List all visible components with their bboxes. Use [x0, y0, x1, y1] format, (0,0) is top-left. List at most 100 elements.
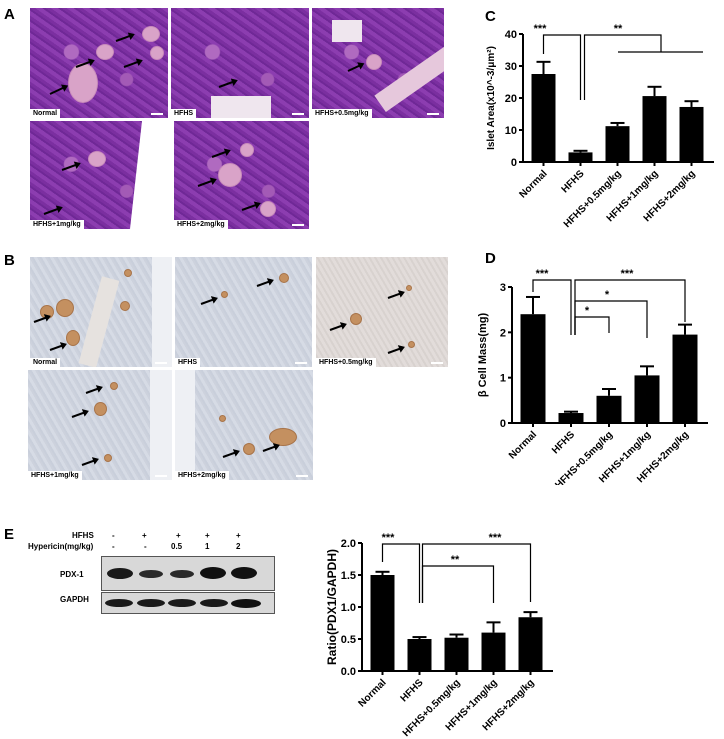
- band: [168, 599, 196, 607]
- band: [107, 568, 133, 579]
- y-axis-label: β Cell Mass(mg): [477, 312, 489, 397]
- bar: [531, 74, 556, 162]
- blot-lane-dose: -: [112, 542, 115, 551]
- islet: [221, 291, 228, 298]
- ihc-tile-0.5: HFHS+0.5mg/kg: [316, 257, 448, 367]
- band: [200, 599, 228, 607]
- y-tick-label: 0.0: [341, 666, 356, 678]
- band-label-pdx1: PDX-1: [60, 570, 84, 579]
- bar: [605, 126, 630, 162]
- bar: [634, 375, 660, 423]
- islet: [406, 285, 412, 291]
- tissue-gap: [130, 121, 168, 229]
- islet: [68, 63, 98, 103]
- tissue-gap: [332, 20, 362, 42]
- y-axis-label: Ratio(PDX1/GAPDH): [325, 549, 339, 665]
- significance-bracket: [421, 543, 532, 603]
- blot-lane-hfhs: +: [142, 531, 147, 540]
- duct: [78, 276, 120, 367]
- tile-label: HFHS+1mg/kg: [28, 471, 82, 480]
- islet: [142, 26, 160, 42]
- y-tick-label: 1: [500, 373, 506, 385]
- islet: [279, 273, 289, 283]
- ihc-tile-normal: Normal: [30, 257, 172, 367]
- blot-gapdh-strip: [101, 592, 275, 614]
- significance-label: **: [614, 23, 623, 35]
- y-tick-label: 3: [500, 282, 506, 294]
- band: [231, 599, 261, 608]
- islet: [124, 269, 132, 277]
- x-tick-label: Normal: [517, 168, 549, 200]
- scale-bar: [292, 224, 304, 226]
- band: [170, 570, 194, 578]
- significance-label: ***: [534, 23, 548, 35]
- he-tile-normal: Normal: [30, 8, 168, 118]
- band: [231, 567, 257, 579]
- arrow-icon: [49, 343, 66, 351]
- scale-bar: [431, 362, 443, 364]
- arrow-icon: [200, 297, 217, 305]
- y-tick-label: 10: [505, 125, 517, 137]
- y-tick-label: 0.5: [341, 634, 356, 646]
- ihc-tile-2: HFHS+2mg/kg: [175, 370, 313, 480]
- significance-label: *: [585, 305, 590, 317]
- bar: [679, 106, 704, 162]
- islet: [366, 54, 382, 70]
- tile-label: HFHS+1mg/kg: [30, 220, 84, 229]
- y-tick-label: 30: [505, 61, 517, 73]
- band: [105, 599, 133, 607]
- arrow-icon: [43, 206, 62, 215]
- band-label-gapdh: GAPDH: [60, 595, 89, 604]
- significance-label: ***: [536, 268, 550, 280]
- tissue-edge: [150, 370, 172, 480]
- arrow-icon: [347, 63, 363, 72]
- y-tick-label: 0: [511, 157, 517, 169]
- band: [137, 599, 165, 607]
- arrow-icon: [197, 178, 216, 187]
- islet: [150, 46, 164, 60]
- tile-label: HFHS: [175, 358, 201, 367]
- bar: [596, 395, 622, 423]
- islet: [240, 143, 254, 157]
- significance-bracket: [583, 34, 662, 100]
- tile-label: HFHS+2mg/kg: [175, 471, 229, 480]
- blot-lane-dose: -: [144, 542, 147, 551]
- significance-label: ***: [621, 268, 635, 280]
- ihc-tile-1: HFHS+1mg/kg: [28, 370, 172, 480]
- arrow-icon: [387, 346, 404, 354]
- blot-lane-hfhs: +: [176, 531, 181, 540]
- bar: [672, 334, 698, 423]
- arrow-icon: [218, 79, 237, 88]
- he-tile-2: HFHS+2mg/kg: [174, 121, 309, 229]
- tile-label: Normal: [30, 358, 61, 367]
- x-tick-label: Normal: [356, 677, 388, 709]
- x-tick-label: HFHS: [399, 677, 426, 704]
- tissue-edge: [152, 257, 172, 367]
- bar: [407, 639, 432, 671]
- blot-hypericin-label: Hypericin(mg/kg): [28, 542, 94, 551]
- panel-letter-b: B: [4, 252, 15, 269]
- blot-lane-hfhs: -: [112, 531, 115, 540]
- scale-bar: [151, 113, 163, 115]
- bar: [520, 314, 546, 423]
- bar: [370, 575, 395, 671]
- islet: [110, 382, 118, 390]
- arrow-icon: [49, 85, 67, 95]
- blot-hfhs-label: HFHS: [72, 531, 94, 540]
- panel-letter-d: D: [485, 250, 496, 267]
- x-tick-label: Normal: [507, 429, 539, 461]
- islet: [56, 299, 74, 317]
- y-tick-label: 1.0: [341, 602, 356, 614]
- y-axis-label: Islet Area(x10^-3/μm²): [486, 46, 497, 150]
- significance-label: **: [451, 554, 460, 566]
- band: [139, 570, 163, 578]
- band: [200, 567, 226, 579]
- scale-bar: [155, 475, 167, 477]
- significance-bracket: [574, 279, 686, 335]
- arrow-icon: [387, 291, 404, 299]
- blot-lane-dose: 0.5: [171, 542, 183, 551]
- islet: [219, 415, 226, 422]
- significance-bracket: [421, 565, 495, 603]
- panel-letter-a: A: [4, 6, 15, 23]
